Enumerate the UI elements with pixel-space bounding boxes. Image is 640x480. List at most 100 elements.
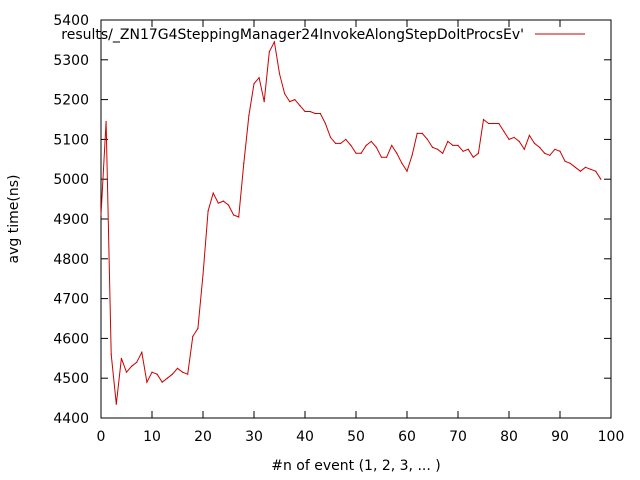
y-axis-title: avg time(ns) [6, 175, 22, 264]
data-point [442, 152, 444, 154]
legend: results/_ZN17G4SteppingManager24InvokeAl… [61, 27, 585, 43]
data-point [539, 146, 541, 148]
y-tick-label: 5300 [53, 53, 89, 69]
plot-frame [100, 19, 612, 419]
data-point [314, 112, 316, 115]
data-point [227, 204, 230, 206]
data-point [401, 162, 403, 164]
data-point [574, 166, 576, 168]
data-points [100, 41, 602, 405]
data-point [528, 134, 531, 136]
data-point [182, 371, 184, 373]
data-point [467, 148, 469, 150]
data-point [477, 152, 479, 154]
data-point [355, 152, 357, 154]
x-tick-label: 80 [500, 429, 518, 445]
data-point [187, 373, 189, 375]
x-tick-label: 30 [245, 429, 263, 445]
data-point [340, 142, 342, 144]
data-point [268, 51, 270, 53]
data-point [595, 170, 597, 172]
data-point [131, 365, 133, 367]
data-point [202, 274, 204, 276]
x-tick-labels: 0 10 20 30 40 50 60 70 80 90 100 [97, 429, 625, 445]
data-point [493, 122, 495, 125]
y-tick-label: 5200 [53, 93, 89, 109]
data-point [294, 99, 296, 101]
data-point [350, 144, 352, 146]
data-point [457, 144, 459, 146]
data-point [329, 136, 332, 138]
data-point [375, 146, 377, 148]
data-point [151, 371, 153, 373]
data-point [365, 144, 367, 146]
data-point [319, 112, 321, 115]
data-point [222, 200, 224, 202]
series-line [100, 40, 602, 405]
data-point [258, 77, 260, 79]
data-point [146, 381, 148, 383]
y-tick-label: 5100 [53, 132, 89, 148]
data-point [503, 130, 505, 132]
data-point [125, 371, 128, 373]
data-point [421, 132, 423, 134]
data-point [584, 166, 587, 168]
data-point [508, 138, 510, 140]
data-point [426, 138, 428, 140]
data-point [416, 132, 418, 134]
data-point [304, 110, 306, 113]
data-point [197, 327, 199, 329]
data-point [564, 160, 566, 162]
data-point [590, 168, 592, 170]
y-tick-label: 4600 [53, 331, 89, 347]
data-point [345, 138, 347, 140]
data-point [243, 162, 245, 164]
data-point [100, 214, 102, 216]
data-point [105, 120, 107, 123]
data-point [253, 83, 255, 85]
x-tick-label: 20 [194, 429, 212, 445]
data-point [115, 403, 117, 405]
x-tick-label: 70 [449, 429, 467, 445]
data-point [488, 122, 490, 125]
y-tick-label: 5400 [53, 13, 89, 29]
data-point [447, 140, 449, 142]
data-point [472, 156, 474, 158]
data-point [533, 142, 536, 144]
data-point [396, 152, 398, 154]
data-point [559, 150, 561, 152]
data-point [380, 156, 383, 158]
data-point [233, 214, 235, 216]
y-tick-label: 5000 [53, 172, 89, 188]
data-point [273, 41, 275, 43]
data-point [437, 148, 439, 150]
x-axis-title: #n of event (1, 2, 3, ... ) [271, 458, 440, 474]
data-point [431, 146, 434, 148]
y-tick-labels: 4400 4500 4600 4700 4800 4900 5000 5100 5200 5300… [53, 13, 89, 427]
data-point [498, 122, 500, 125]
data-point [518, 140, 520, 142]
data-point [324, 122, 326, 125]
y-tick-label: 4500 [53, 371, 89, 387]
data-point [579, 170, 582, 172]
x-tick-label: 90 [551, 429, 569, 445]
data-point [299, 105, 301, 107]
data-point [217, 202, 219, 204]
data-point [156, 373, 158, 375]
data-point [523, 148, 525, 150]
data-point [462, 150, 464, 152]
data-point [482, 118, 485, 121]
data-point [544, 152, 546, 154]
data-point [284, 93, 286, 95]
data-point [406, 170, 408, 172]
data-point [513, 136, 515, 138]
axis-ticks [100, 19, 612, 419]
y-tick-label: 4900 [53, 212, 89, 228]
data-point [452, 144, 454, 146]
data-point [600, 178, 602, 180]
data-point [166, 377, 168, 379]
y-tick-label: 4800 [53, 252, 89, 268]
data-point [370, 140, 372, 142]
data-point [161, 381, 163, 383]
